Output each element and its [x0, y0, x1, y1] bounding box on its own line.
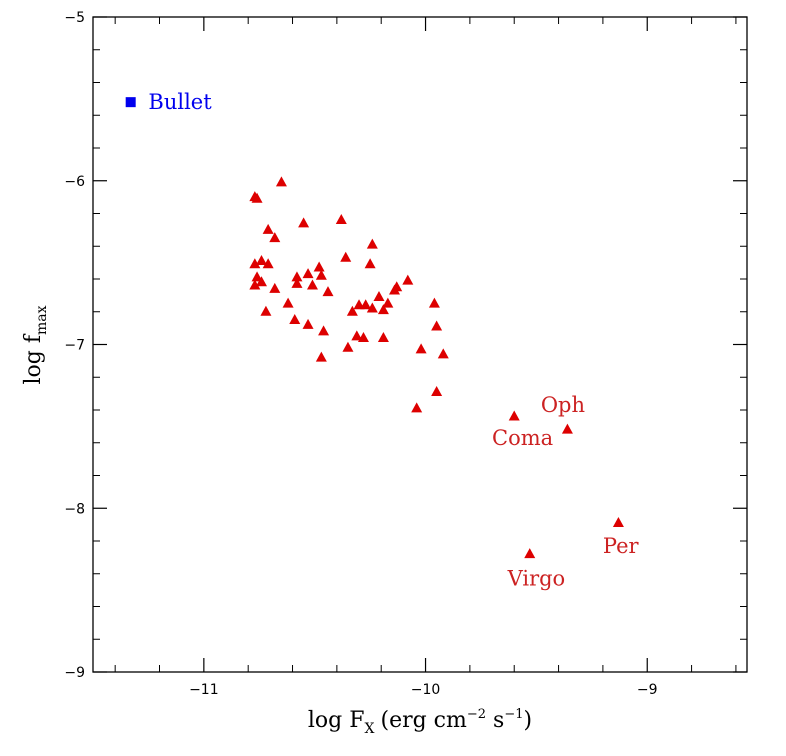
cluster-point — [402, 274, 414, 285]
cluster-point — [415, 343, 427, 354]
cluster-point — [262, 223, 274, 234]
cluster-point — [262, 258, 274, 269]
plot-frame — [92, 16, 748, 673]
cluster-point — [366, 238, 378, 249]
cluster-point — [373, 291, 385, 302]
y-tick-label: −9 — [64, 665, 85, 681]
point-label-coma: Coma — [492, 426, 553, 450]
cluster-point — [360, 299, 372, 310]
cluster-point — [391, 281, 403, 292]
cluster-point — [431, 385, 443, 396]
cluster-point — [377, 304, 389, 315]
cluster-point — [291, 271, 303, 282]
cluster-point — [411, 402, 423, 413]
y-tick-label: −7 — [64, 338, 85, 354]
cluster-point — [508, 410, 520, 421]
cluster-point — [322, 286, 334, 297]
cluster-point — [377, 331, 389, 342]
cluster-point — [249, 279, 261, 290]
cluster-point — [302, 318, 314, 329]
cluster-point — [269, 232, 281, 243]
cluster-point — [275, 176, 287, 187]
cluster-point — [366, 302, 378, 313]
bullet-point — [125, 97, 136, 108]
x-tick-label: −11 — [189, 682, 219, 698]
cluster-point — [561, 423, 573, 434]
point-annotations: Bullet Oph Coma Per Virgo — [148, 90, 639, 591]
x-tick-label: −9 — [637, 682, 658, 698]
cluster-point — [306, 279, 318, 290]
tick-labels: −11 −10 −9 −9 −8 −7 −6 −5 — [64, 10, 657, 698]
cluster-point — [282, 297, 294, 308]
cluster-point — [302, 268, 314, 279]
point-label-bullet: Bullet — [148, 90, 212, 114]
cluster-point — [437, 348, 449, 359]
cluster-point — [260, 305, 272, 316]
cluster-point — [251, 192, 263, 203]
cluster-point — [255, 276, 267, 287]
axis-ticks — [93, 16, 747, 673]
point-label-oph: Oph — [541, 393, 585, 417]
cluster-point — [251, 271, 263, 282]
cluster-point — [289, 313, 301, 324]
cluster-point — [269, 282, 281, 293]
cluster-point — [315, 269, 327, 280]
cluster-point — [342, 341, 354, 352]
x-axis-label: log FX (erg cm−2 s−1) — [308, 707, 532, 737]
data-points — [125, 97, 624, 559]
cluster-point — [364, 258, 376, 269]
cluster-point — [291, 277, 303, 288]
y-tick-label: −5 — [64, 10, 85, 26]
y-tick-label: −6 — [64, 174, 85, 190]
cluster-point — [351, 330, 363, 341]
cluster-point — [340, 251, 352, 262]
cluster-point — [315, 351, 327, 362]
cluster-point — [335, 214, 347, 225]
cluster-point — [357, 331, 369, 342]
cluster-point — [298, 217, 310, 228]
cluster-point — [428, 297, 440, 308]
cluster-point — [431, 320, 443, 331]
y-axis-label: log fmax — [21, 305, 50, 384]
point-label-per: Per — [603, 534, 640, 558]
cluster-point — [318, 325, 330, 336]
point-label-virgo: Virgo — [507, 567, 566, 591]
cluster-point — [255, 254, 267, 265]
cluster-point — [612, 516, 624, 527]
cluster-point — [346, 305, 358, 316]
cluster-point — [524, 548, 536, 559]
cluster-point — [313, 261, 325, 272]
x-tick-label: −10 — [411, 682, 441, 698]
cluster-point — [382, 297, 394, 308]
y-tick-label: −8 — [64, 501, 85, 517]
cluster-point — [249, 258, 261, 269]
